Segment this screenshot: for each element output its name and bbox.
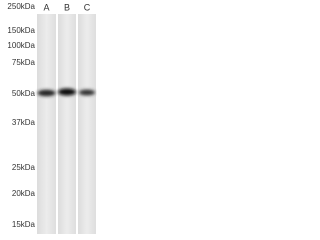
lane bbox=[58, 14, 76, 234]
lane bbox=[37, 14, 56, 234]
lane-label: C bbox=[84, 2, 91, 12]
marker-label: 250kDa bbox=[7, 2, 35, 11]
marker-label: 150kDa bbox=[7, 26, 35, 35]
marker-label: 25kDa bbox=[12, 163, 36, 172]
marker-label: 37kDa bbox=[12, 118, 36, 127]
lane-label: A bbox=[43, 2, 49, 12]
western-blot: 250kDa 150kDa 100kDa 75kDa 50kDa 37kDa 25kDa 20… bbox=[7, 2, 96, 234]
labels: 250kDa 150kDa 100kDa 75kDa 50kDa 37kDa 25kDa 20… bbox=[7, 2, 90, 229]
marker-label: 100kDa bbox=[7, 41, 35, 50]
marker-label: 15kDa bbox=[12, 220, 36, 229]
marker-label: 50kDa bbox=[12, 89, 36, 98]
marker-label: 20kDa bbox=[12, 189, 36, 198]
band bbox=[58, 88, 76, 96]
marker-label: 75kDa bbox=[12, 58, 36, 67]
lane bbox=[78, 14, 96, 234]
band bbox=[37, 89, 56, 97]
lane-label: B bbox=[64, 2, 70, 12]
band bbox=[79, 89, 95, 96]
